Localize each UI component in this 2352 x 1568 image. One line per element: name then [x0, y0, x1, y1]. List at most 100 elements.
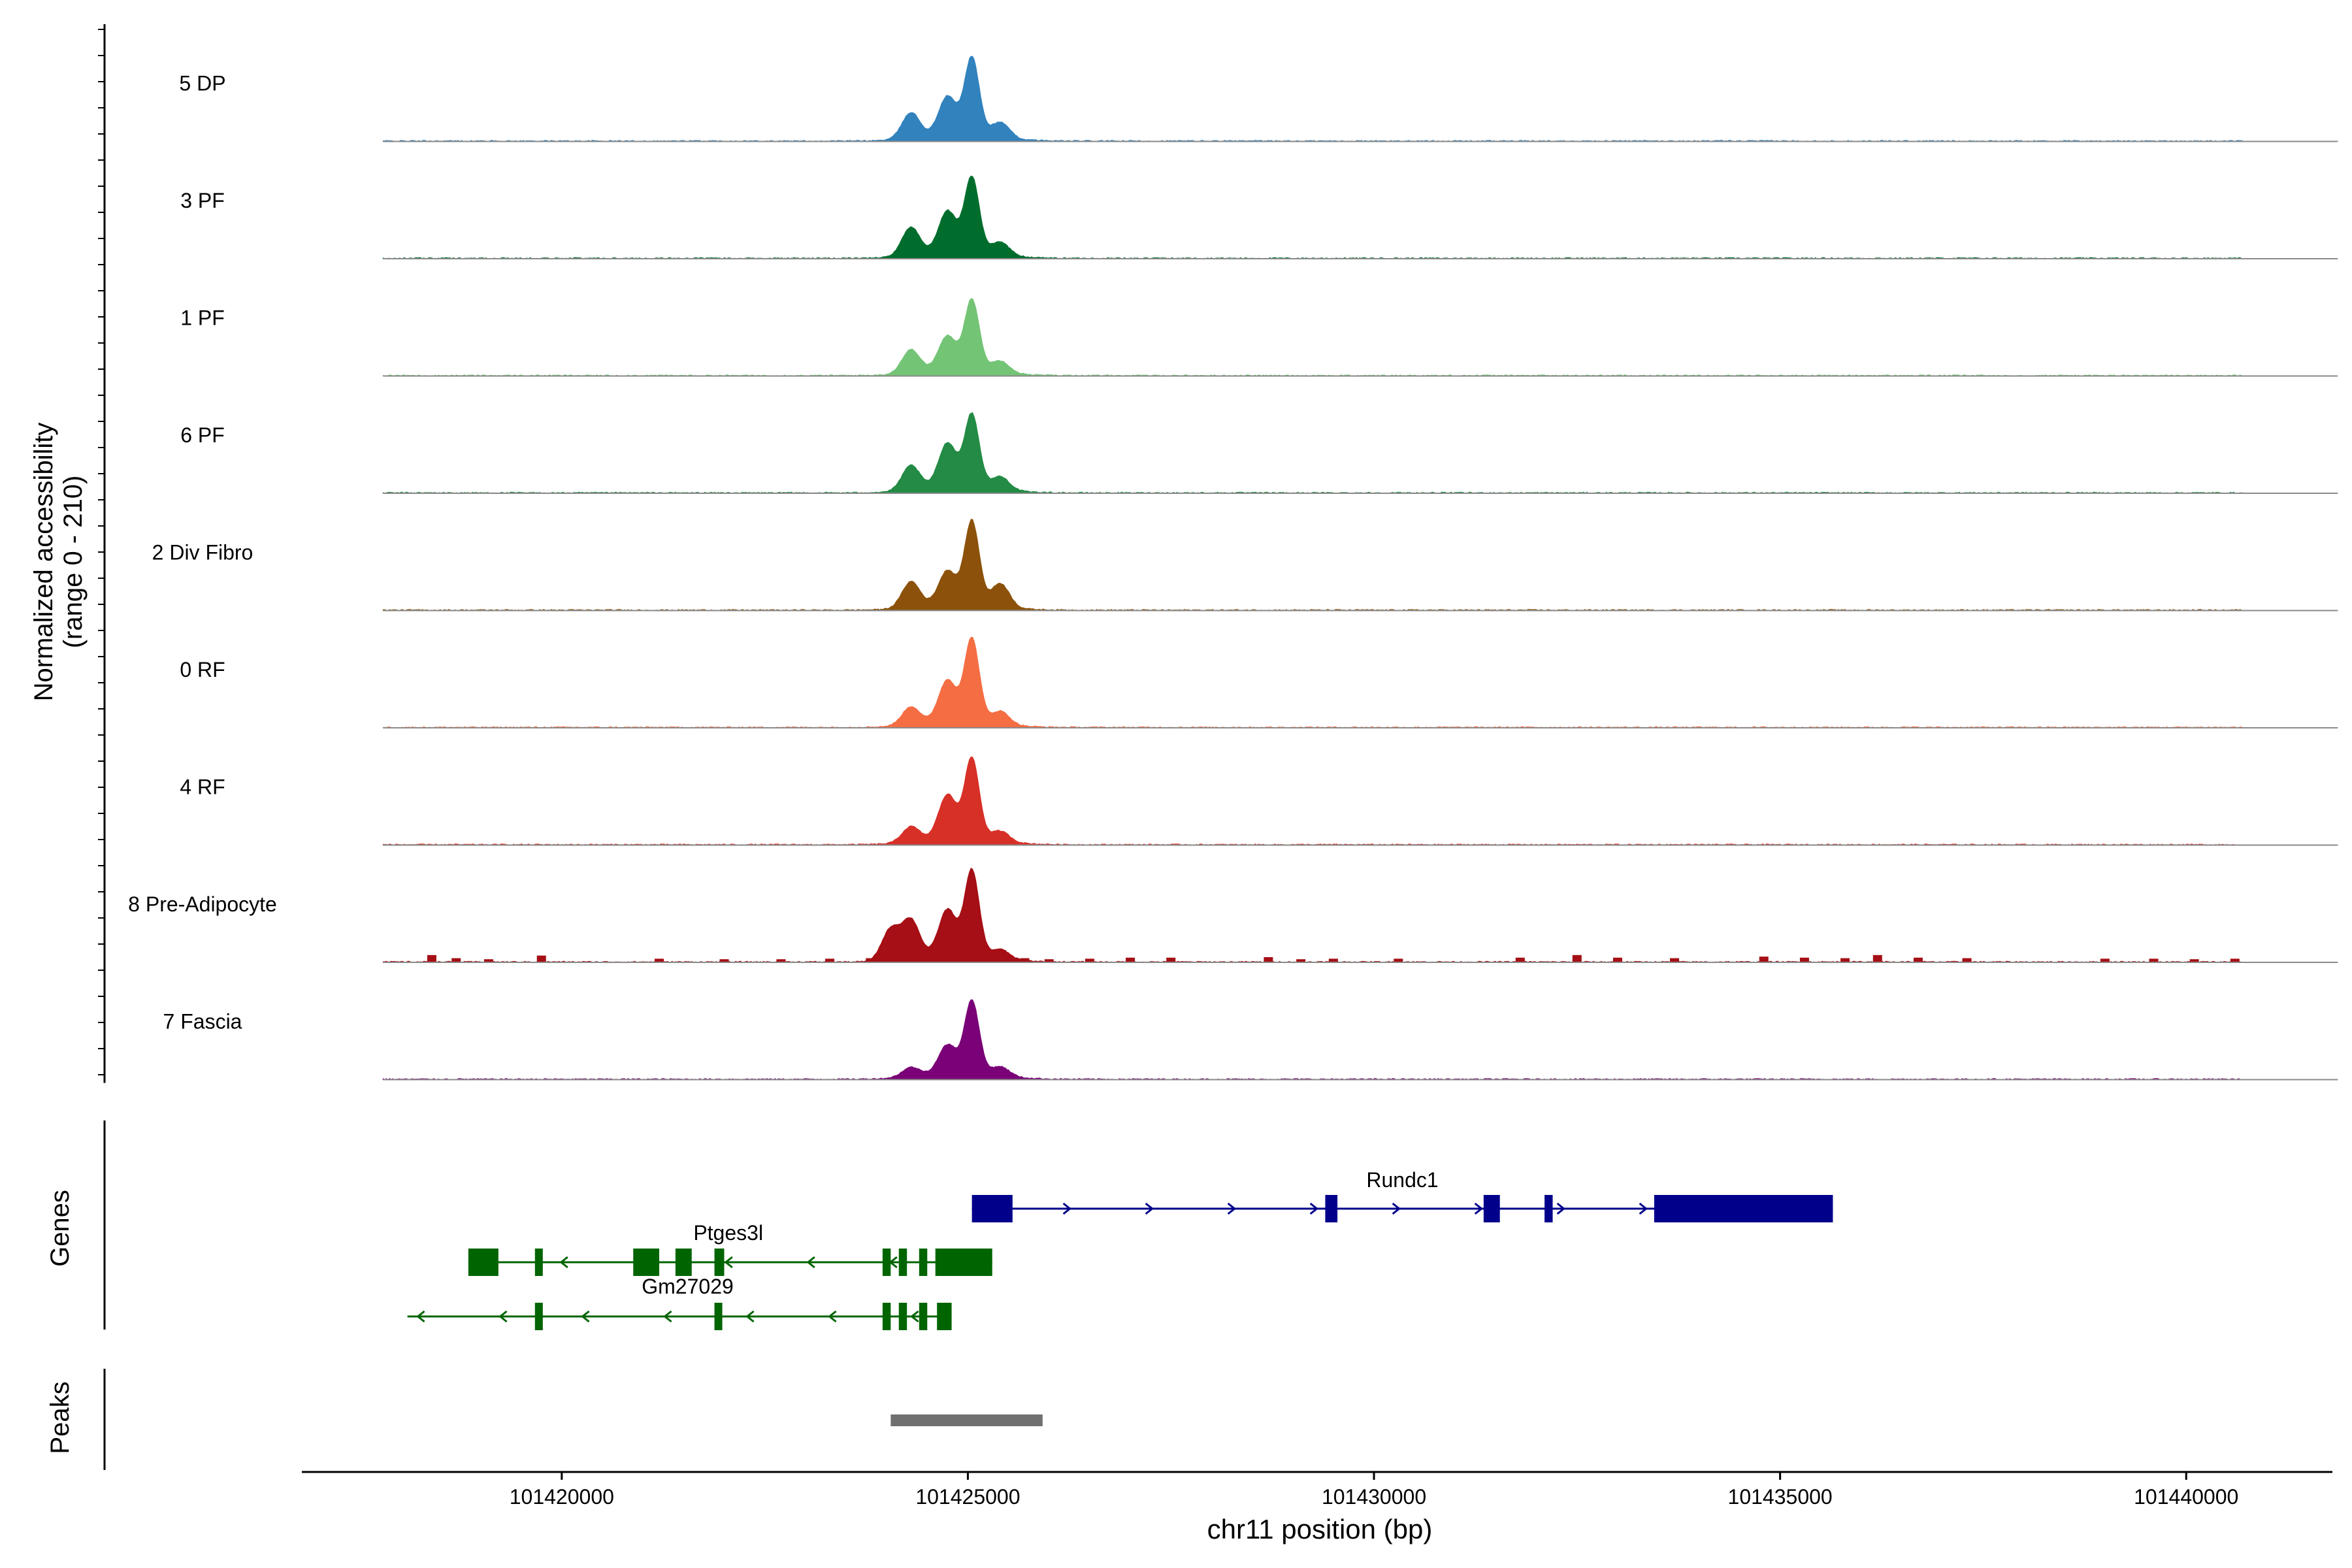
strand-arrow: [1227, 1202, 1237, 1215]
gene-rundc1: Rundc1: [972, 1168, 1833, 1222]
background-peak: [1394, 958, 1403, 962]
track-label: 0 RF: [180, 658, 225, 681]
track-label: 1 PF: [180, 306, 225, 330]
background-peak: [825, 958, 835, 962]
gene-exon: [919, 1249, 928, 1276]
background-peak: [1962, 958, 1972, 962]
gene-exon: [1325, 1195, 1338, 1222]
track-label: 2 Div Fibro: [152, 541, 253, 564]
gene-exon: [1544, 1195, 1553, 1222]
background-peak: [1670, 958, 1680, 962]
coverage-area: [382, 636, 2245, 728]
strand-arrow: [910, 1310, 919, 1323]
coverage-area: [382, 867, 2244, 963]
background-peak: [1515, 957, 1525, 962]
background-peak: [1840, 958, 1850, 962]
gene-exon: [633, 1249, 660, 1276]
track-0-rf: 0 RF: [180, 636, 2338, 728]
track-7-fascia: 7 Fascia: [163, 999, 2338, 1081]
strand-arrow: [559, 1256, 568, 1269]
gene-exon: [534, 1303, 543, 1330]
track-label: 8 Pre-Adipocyte: [128, 892, 277, 916]
x-tick-label: 101430000: [1322, 1485, 1426, 1509]
strand-arrow: [1556, 1202, 1566, 1215]
track-3-pf: 3 PF: [180, 175, 2338, 259]
gene-exon: [935, 1249, 992, 1276]
background-peak: [776, 959, 786, 962]
peak-region: [890, 1414, 1043, 1426]
gene-exon: [675, 1249, 692, 1276]
track-8-pre-adipocyte: 8 Pre-Adipocyte: [128, 867, 2338, 963]
track-1-pf: 1 PF: [180, 298, 2338, 377]
background-peak: [866, 958, 875, 962]
gene-exon: [937, 1303, 952, 1330]
background-peak: [1913, 957, 1923, 962]
strand-arrow: [1392, 1202, 1401, 1215]
coverage-area: [382, 298, 2244, 377]
background-peak: [1126, 957, 1135, 962]
strand-arrow: [828, 1310, 837, 1323]
y-axis-range-label: (range 0 - 210): [59, 476, 88, 649]
coverage-area: [382, 56, 2244, 142]
x-tick-label: 101425000: [915, 1485, 1020, 1509]
background-peak: [2189, 959, 2199, 962]
gene-exon: [882, 1249, 891, 1276]
background-peak: [536, 955, 546, 962]
strand-arrow: [1639, 1202, 1648, 1215]
coverage-area: [382, 412, 2244, 494]
gene-exon: [972, 1195, 1013, 1222]
background-peak: [1264, 957, 1273, 962]
background-peak: [1020, 958, 1030, 962]
background-peak: [427, 955, 436, 962]
gene-exon: [714, 1303, 723, 1330]
track-label: 4 RF: [180, 776, 225, 799]
strand-arrow: [498, 1310, 508, 1323]
background-peak: [483, 959, 493, 962]
track-label: 5 DP: [179, 72, 225, 95]
background-peak: [451, 958, 461, 962]
gene-exon: [468, 1249, 498, 1276]
strand-arrow: [806, 1256, 815, 1269]
x-tick-label: 101420000: [510, 1485, 614, 1509]
background-peak: [1296, 959, 1306, 962]
gene-exon: [882, 1303, 891, 1330]
coverage-area: [382, 756, 2244, 846]
coverage-area: [382, 175, 2244, 259]
gene-exon: [898, 1303, 907, 1330]
gene-exon: [1483, 1195, 1500, 1222]
strand-arrow: [724, 1256, 733, 1269]
background-peak: [655, 958, 664, 962]
background-peak: [719, 959, 729, 962]
x-tick-label: 101440000: [2134, 1485, 2238, 1509]
strand-arrow: [416, 1310, 425, 1323]
background-peak: [2149, 958, 2159, 962]
gene-label: Rundc1: [1366, 1168, 1438, 1192]
background-peak: [1166, 957, 1176, 962]
strand-arrow: [1145, 1202, 1154, 1215]
background-peak: [1044, 959, 1054, 962]
track-2-div-fibro: 2 Div Fibro: [152, 519, 2338, 612]
gene-label: Gm27029: [642, 1275, 734, 1298]
genes-panel-title: Genes: [46, 1190, 74, 1267]
gene-exon: [534, 1249, 543, 1276]
strand-arrow: [1062, 1202, 1072, 1215]
track-label: 6 PF: [180, 423, 225, 447]
gene-exon: [898, 1249, 907, 1276]
coverage-area: [382, 999, 2244, 1081]
strand-arrow: [581, 1310, 590, 1323]
gene-exon: [919, 1303, 928, 1330]
background-peak: [1612, 957, 1622, 962]
gene-exon: [1654, 1195, 1833, 1222]
background-peak: [2100, 958, 2110, 962]
x-axis-title: chr11 position (bp): [1207, 1514, 1433, 1544]
strand-arrow: [745, 1310, 755, 1323]
track-6-pf: 6 PF: [180, 412, 2338, 494]
track-5-dp: 5 DP: [179, 56, 2338, 142]
background-peak: [2230, 958, 2240, 962]
background-peak: [1799, 957, 1809, 962]
gene-ptges3l: Ptges3l: [468, 1221, 992, 1276]
coverage-area: [382, 519, 2244, 612]
strand-arrow: [1309, 1202, 1319, 1215]
track-label: 3 PF: [180, 189, 225, 212]
